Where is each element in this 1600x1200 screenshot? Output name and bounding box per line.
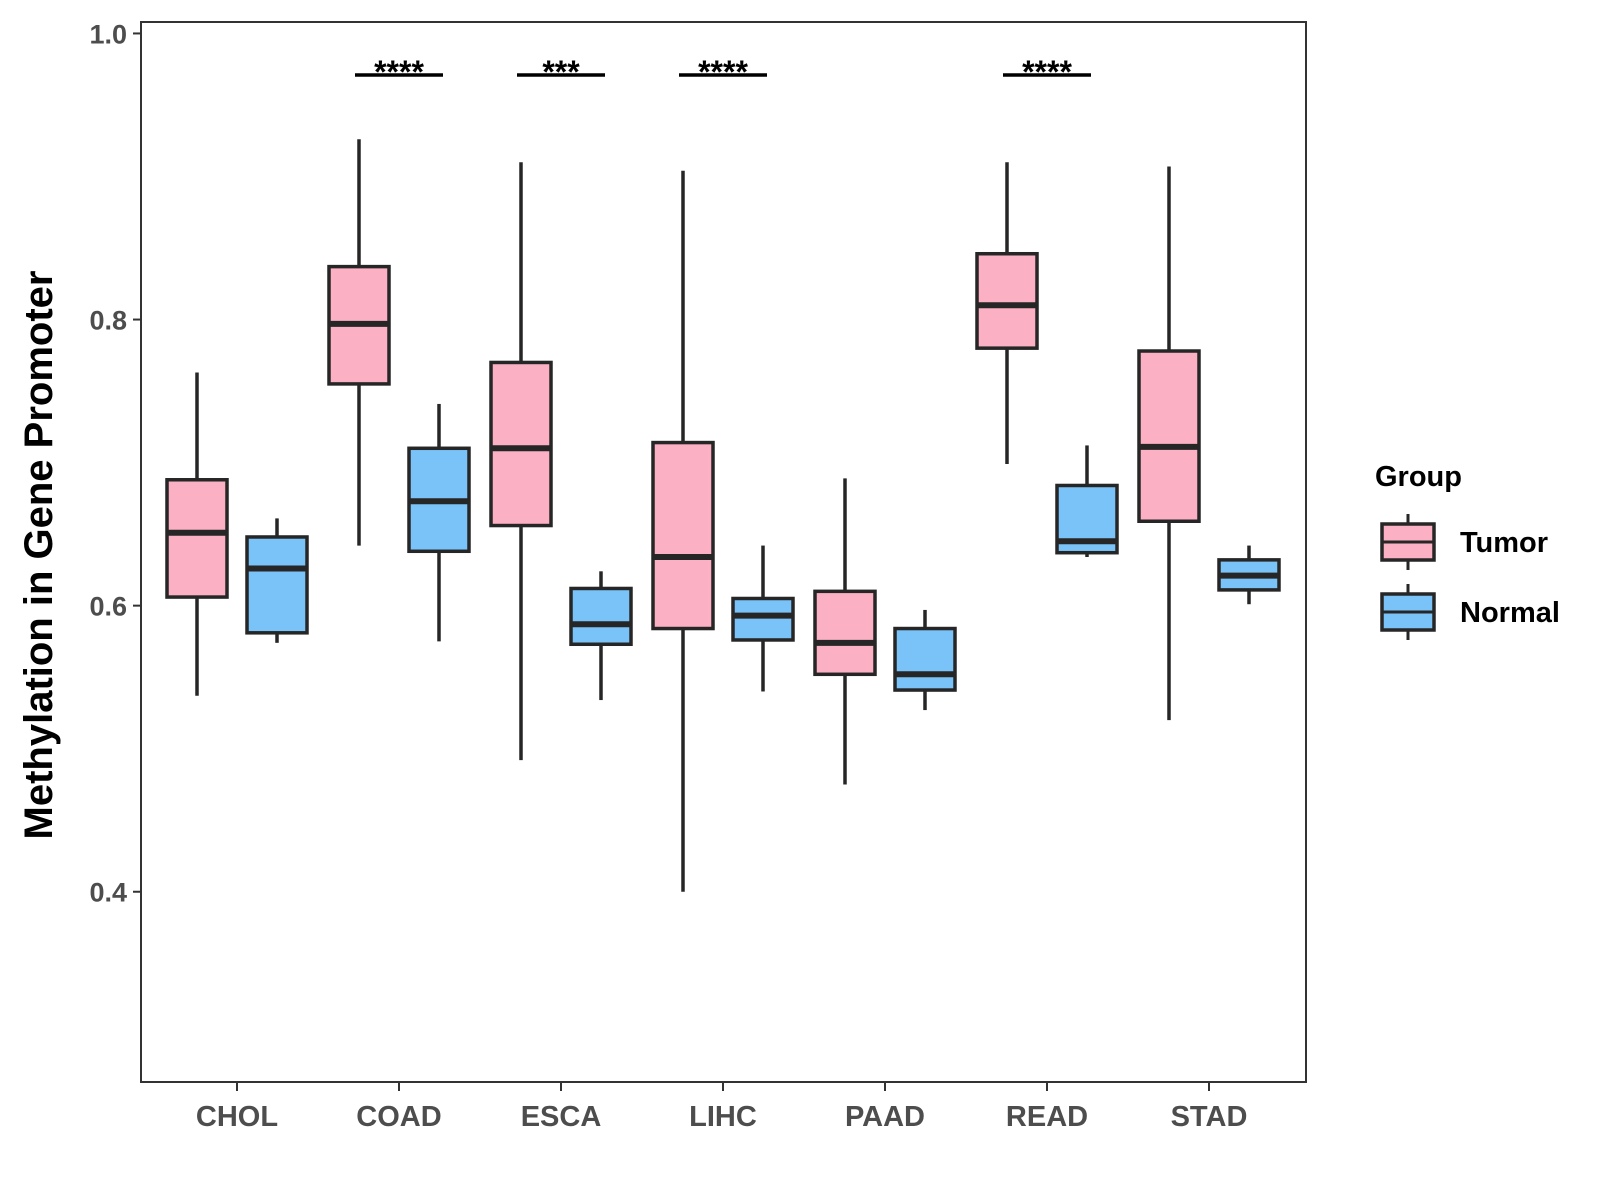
x-tick-label-chol: CHOL	[196, 1101, 278, 1133]
y-tick-label: 0.6	[89, 592, 127, 622]
box-series	[165, 139, 1281, 892]
box-tumor-paad	[813, 478, 877, 785]
iqr-box	[165, 478, 229, 599]
legend-title: Group	[1375, 461, 1462, 493]
box-normal-paad	[893, 609, 957, 711]
iqr-box	[1137, 349, 1201, 523]
iqr-box	[651, 440, 715, 631]
panel-border	[140, 21, 1307, 1083]
x-tick-label-coad: COAD	[356, 1101, 441, 1133]
iqr-box	[893, 626, 957, 692]
x-tick-label-esca: ESCA	[521, 1101, 602, 1133]
iqr-box	[975, 251, 1039, 350]
box-tumor-esca	[489, 162, 553, 761]
legend-entry-tumor: Tumor	[1380, 514, 1548, 570]
significance-label: ***	[542, 54, 580, 90]
box-tumor-stad	[1137, 166, 1201, 721]
legend-entry-normal: Normal	[1380, 584, 1560, 640]
legend: Group Tumor Normal	[1375, 461, 1560, 640]
y-tick-label: 0.4	[89, 878, 127, 908]
iqr-box	[813, 589, 877, 677]
box-normal-chol	[245, 518, 309, 643]
box-normal-coad	[407, 403, 471, 642]
x-axis: CHOL COAD ESCA LIHC PAAD READ STAD	[196, 1082, 1247, 1133]
box-tumor-chol	[165, 372, 229, 696]
box-tumor-read	[975, 162, 1039, 465]
box-normal-esca	[569, 571, 633, 701]
significance-label: ****	[374, 54, 424, 90]
significance-label: ****	[698, 54, 748, 90]
x-tick-label-read: READ	[1006, 1101, 1088, 1133]
x-tick-label-paad: PAAD	[845, 1101, 925, 1133]
significance-annotations: **** *** **** ****	[355, 54, 1091, 90]
significance-label: ****	[1022, 54, 1072, 90]
iqr-box	[245, 535, 309, 635]
x-tick-label-stad: STAD	[1171, 1101, 1248, 1133]
box-tumor-lihc	[651, 170, 715, 892]
y-axis: 0.4 0.6 0.8 1.0	[89, 19, 141, 908]
iqr-box	[569, 586, 633, 647]
x-tick-label-lihc: LIHC	[689, 1101, 757, 1133]
y-tick-label: 1.0	[89, 19, 127, 49]
y-tick-label: 0.8	[89, 306, 127, 336]
plot-panel	[140, 21, 1307, 1083]
y-axis-title: Methylation in Gene Promoter	[17, 271, 61, 840]
legend-label-tumor: Tumor	[1460, 527, 1548, 559]
box-normal-read	[1055, 445, 1119, 558]
iqr-box	[731, 596, 795, 642]
box-normal-lihc	[731, 545, 795, 692]
box-normal-stad	[1217, 545, 1281, 605]
legend-label-normal: Normal	[1460, 597, 1560, 629]
iqr-box	[489, 360, 553, 528]
box-tumor-coad	[327, 139, 391, 546]
